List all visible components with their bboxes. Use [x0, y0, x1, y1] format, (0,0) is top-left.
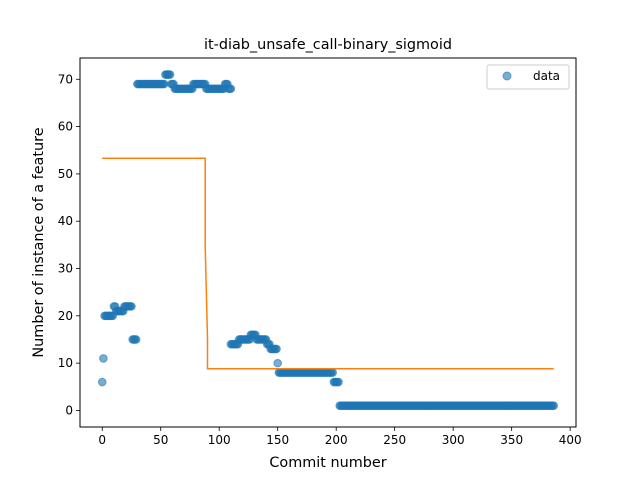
- legend: data: [486, 64, 570, 90]
- fit-line: [102, 157, 554, 370]
- x-tick-label: 300: [442, 433, 465, 447]
- legend-marker: [502, 71, 512, 81]
- y-tick-label: 0: [65, 403, 73, 417]
- data-point: [226, 84, 236, 94]
- data-point: [273, 358, 283, 368]
- data-point: [97, 377, 107, 387]
- y-tick-label: 50: [58, 167, 73, 181]
- data-point: [328, 368, 337, 377]
- data-point: [159, 79, 169, 89]
- data-point: [272, 344, 281, 354]
- legend-label: data: [533, 69, 560, 83]
- x-tick-label: 0: [98, 433, 106, 447]
- x-tick-label: 250: [383, 433, 406, 447]
- x-tick-label: 350: [500, 433, 523, 447]
- y-axis-ticks: 0 10 20 30 40 50 60 70: [58, 72, 80, 417]
- y-tick-label: 30: [58, 262, 73, 276]
- data-point: [165, 70, 175, 79]
- x-tick-label: 50: [153, 433, 168, 447]
- x-tick-label: 150: [266, 433, 289, 447]
- data-point: [127, 302, 136, 311]
- data-point: [334, 377, 343, 387]
- legend-box: [486, 64, 570, 90]
- x-axis-ticks: 0 50 100 150 200 250 300 350 400: [98, 427, 582, 447]
- data-point: [131, 335, 141, 344]
- chart-title: it-diab_unsafe_call-binary_sigmoid: [204, 37, 452, 53]
- y-axis-label: Number of instance of a feature: [31, 127, 47, 357]
- data-point: [99, 354, 108, 363]
- x-tick-label: 100: [208, 433, 231, 447]
- y-tick-label: 20: [58, 309, 73, 323]
- data-point: [549, 401, 559, 411]
- axes-frame: [79, 57, 577, 428]
- y-tick-label: 10: [58, 356, 73, 370]
- x-tick-label: 200: [325, 433, 348, 447]
- x-axis-label: Commit number: [269, 455, 386, 471]
- plot-area: [97, 70, 559, 411]
- x-tick-label: 400: [559, 433, 582, 447]
- y-tick-label: 70: [58, 72, 73, 86]
- y-tick-label: 60: [58, 120, 73, 134]
- y-tick-label: 40: [58, 214, 73, 228]
